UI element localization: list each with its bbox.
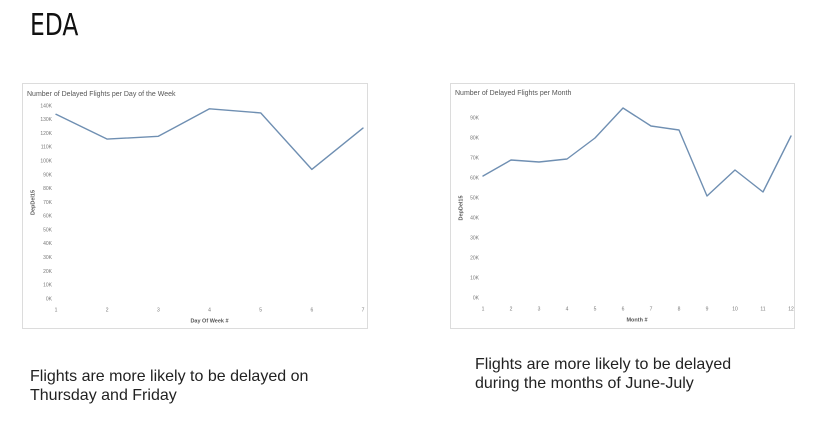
- chart-svg: Number of Delayed Flights per Month 0K 10K…: [455, 90, 794, 324]
- y-tick-label: 40K: [470, 215, 480, 221]
- data-point: [650, 125, 653, 128]
- chart-title: Number of Delayed Flights per Month: [455, 90, 571, 97]
- x-tick-label: 6: [310, 307, 313, 313]
- x-tick-label: 5: [259, 307, 262, 313]
- data-point: [678, 129, 681, 132]
- y-tick-label: 90K: [470, 115, 480, 121]
- x-tick-label: 7: [650, 306, 653, 312]
- y-tick-label: 60K: [470, 175, 480, 181]
- x-tick-label: 11: [760, 306, 765, 312]
- y-tick-label: 50K: [470, 195, 480, 201]
- y-tick-label: 90K: [43, 172, 53, 178]
- data-point: [762, 191, 765, 194]
- x-tick-label: 3: [538, 306, 541, 312]
- x-axis-label: Day Of Week #: [190, 318, 228, 324]
- data-point: [594, 137, 597, 140]
- x-tick-label: 6: [622, 306, 625, 312]
- series-line: [482, 107, 792, 197]
- y-tick-label: 80K: [470, 135, 480, 141]
- caption-weekday: Flights are more likely to be delayed on…: [30, 368, 309, 404]
- y-tick-label: 140K: [40, 103, 52, 109]
- x-tick-label: 1: [55, 307, 58, 313]
- x-tick-label: 9: [706, 306, 709, 312]
- data-point: [706, 195, 709, 198]
- data-point: [790, 135, 793, 138]
- y-tick-label: 30K: [43, 255, 53, 261]
- y-tick-label: 130K: [40, 117, 52, 123]
- x-axis-label: Month #: [626, 317, 647, 323]
- y-axis-label: DepDel15: [30, 190, 36, 215]
- data-point: [482, 175, 485, 178]
- y-tick-label: 120K: [40, 131, 52, 137]
- y-tick-label: 80K: [43, 186, 53, 192]
- x-tick-label: 2: [510, 306, 513, 312]
- chart-delays-by-weekday: Number of Delayed Flights per Day of the…: [22, 83, 368, 329]
- x-tick-label: 7: [362, 307, 365, 313]
- chart-delays-by-month: Number of Delayed Flights per Month 0K 10K…: [450, 83, 795, 329]
- caption-month: Flights are more likely to be delayed du…: [475, 356, 732, 392]
- y-tick-label: 50K: [43, 227, 53, 233]
- data-point: [55, 113, 58, 116]
- x-tick-label: 5: [594, 306, 597, 312]
- y-tick-label: 0K: [46, 296, 53, 302]
- data-point: [510, 159, 513, 162]
- y-tick-label: 20K: [43, 269, 53, 275]
- y-tick-label: 70K: [470, 155, 480, 161]
- x-tick-label: 3: [157, 307, 160, 313]
- y-axis-label: DepDel15: [458, 195, 464, 220]
- data-point: [208, 107, 211, 110]
- y-tick-label: 70K: [43, 200, 53, 206]
- y-tick-label: 100K: [40, 158, 52, 164]
- x-tick-label: 10: [732, 306, 738, 312]
- data-point: [310, 168, 313, 171]
- data-point: [566, 158, 569, 161]
- y-tick-label: 60K: [43, 214, 53, 220]
- slide-title: EDA: [30, 8, 79, 43]
- series-line: [55, 108, 364, 171]
- y-tick-label: 30K: [470, 235, 480, 241]
- y-tick-label: 40K: [43, 241, 53, 247]
- y-tick-label: 10K: [43, 283, 53, 289]
- x-tick-label: 4: [566, 306, 569, 312]
- x-tick-label: 12: [788, 306, 794, 312]
- data-point: [622, 107, 625, 110]
- data-point: [734, 169, 737, 172]
- x-tick-label: 4: [208, 307, 211, 313]
- data-point: [157, 135, 160, 138]
- x-tick-label: 2: [106, 307, 109, 313]
- data-point: [362, 127, 365, 130]
- x-tick-label: 1: [482, 306, 485, 312]
- y-tick-label: 110K: [41, 145, 53, 151]
- y-tick-label: 20K: [470, 255, 480, 261]
- data-point: [106, 138, 109, 141]
- data-point: [259, 111, 262, 114]
- chart-svg: Number of Delayed Flights per Day of the…: [27, 91, 365, 325]
- y-tick-label: 10K: [470, 275, 480, 281]
- x-tick-label: 8: [678, 306, 681, 312]
- chart-title: Number of Delayed Flights per Day of the…: [27, 91, 176, 98]
- data-point: [538, 161, 541, 164]
- y-tick-label: 0K: [473, 295, 480, 301]
